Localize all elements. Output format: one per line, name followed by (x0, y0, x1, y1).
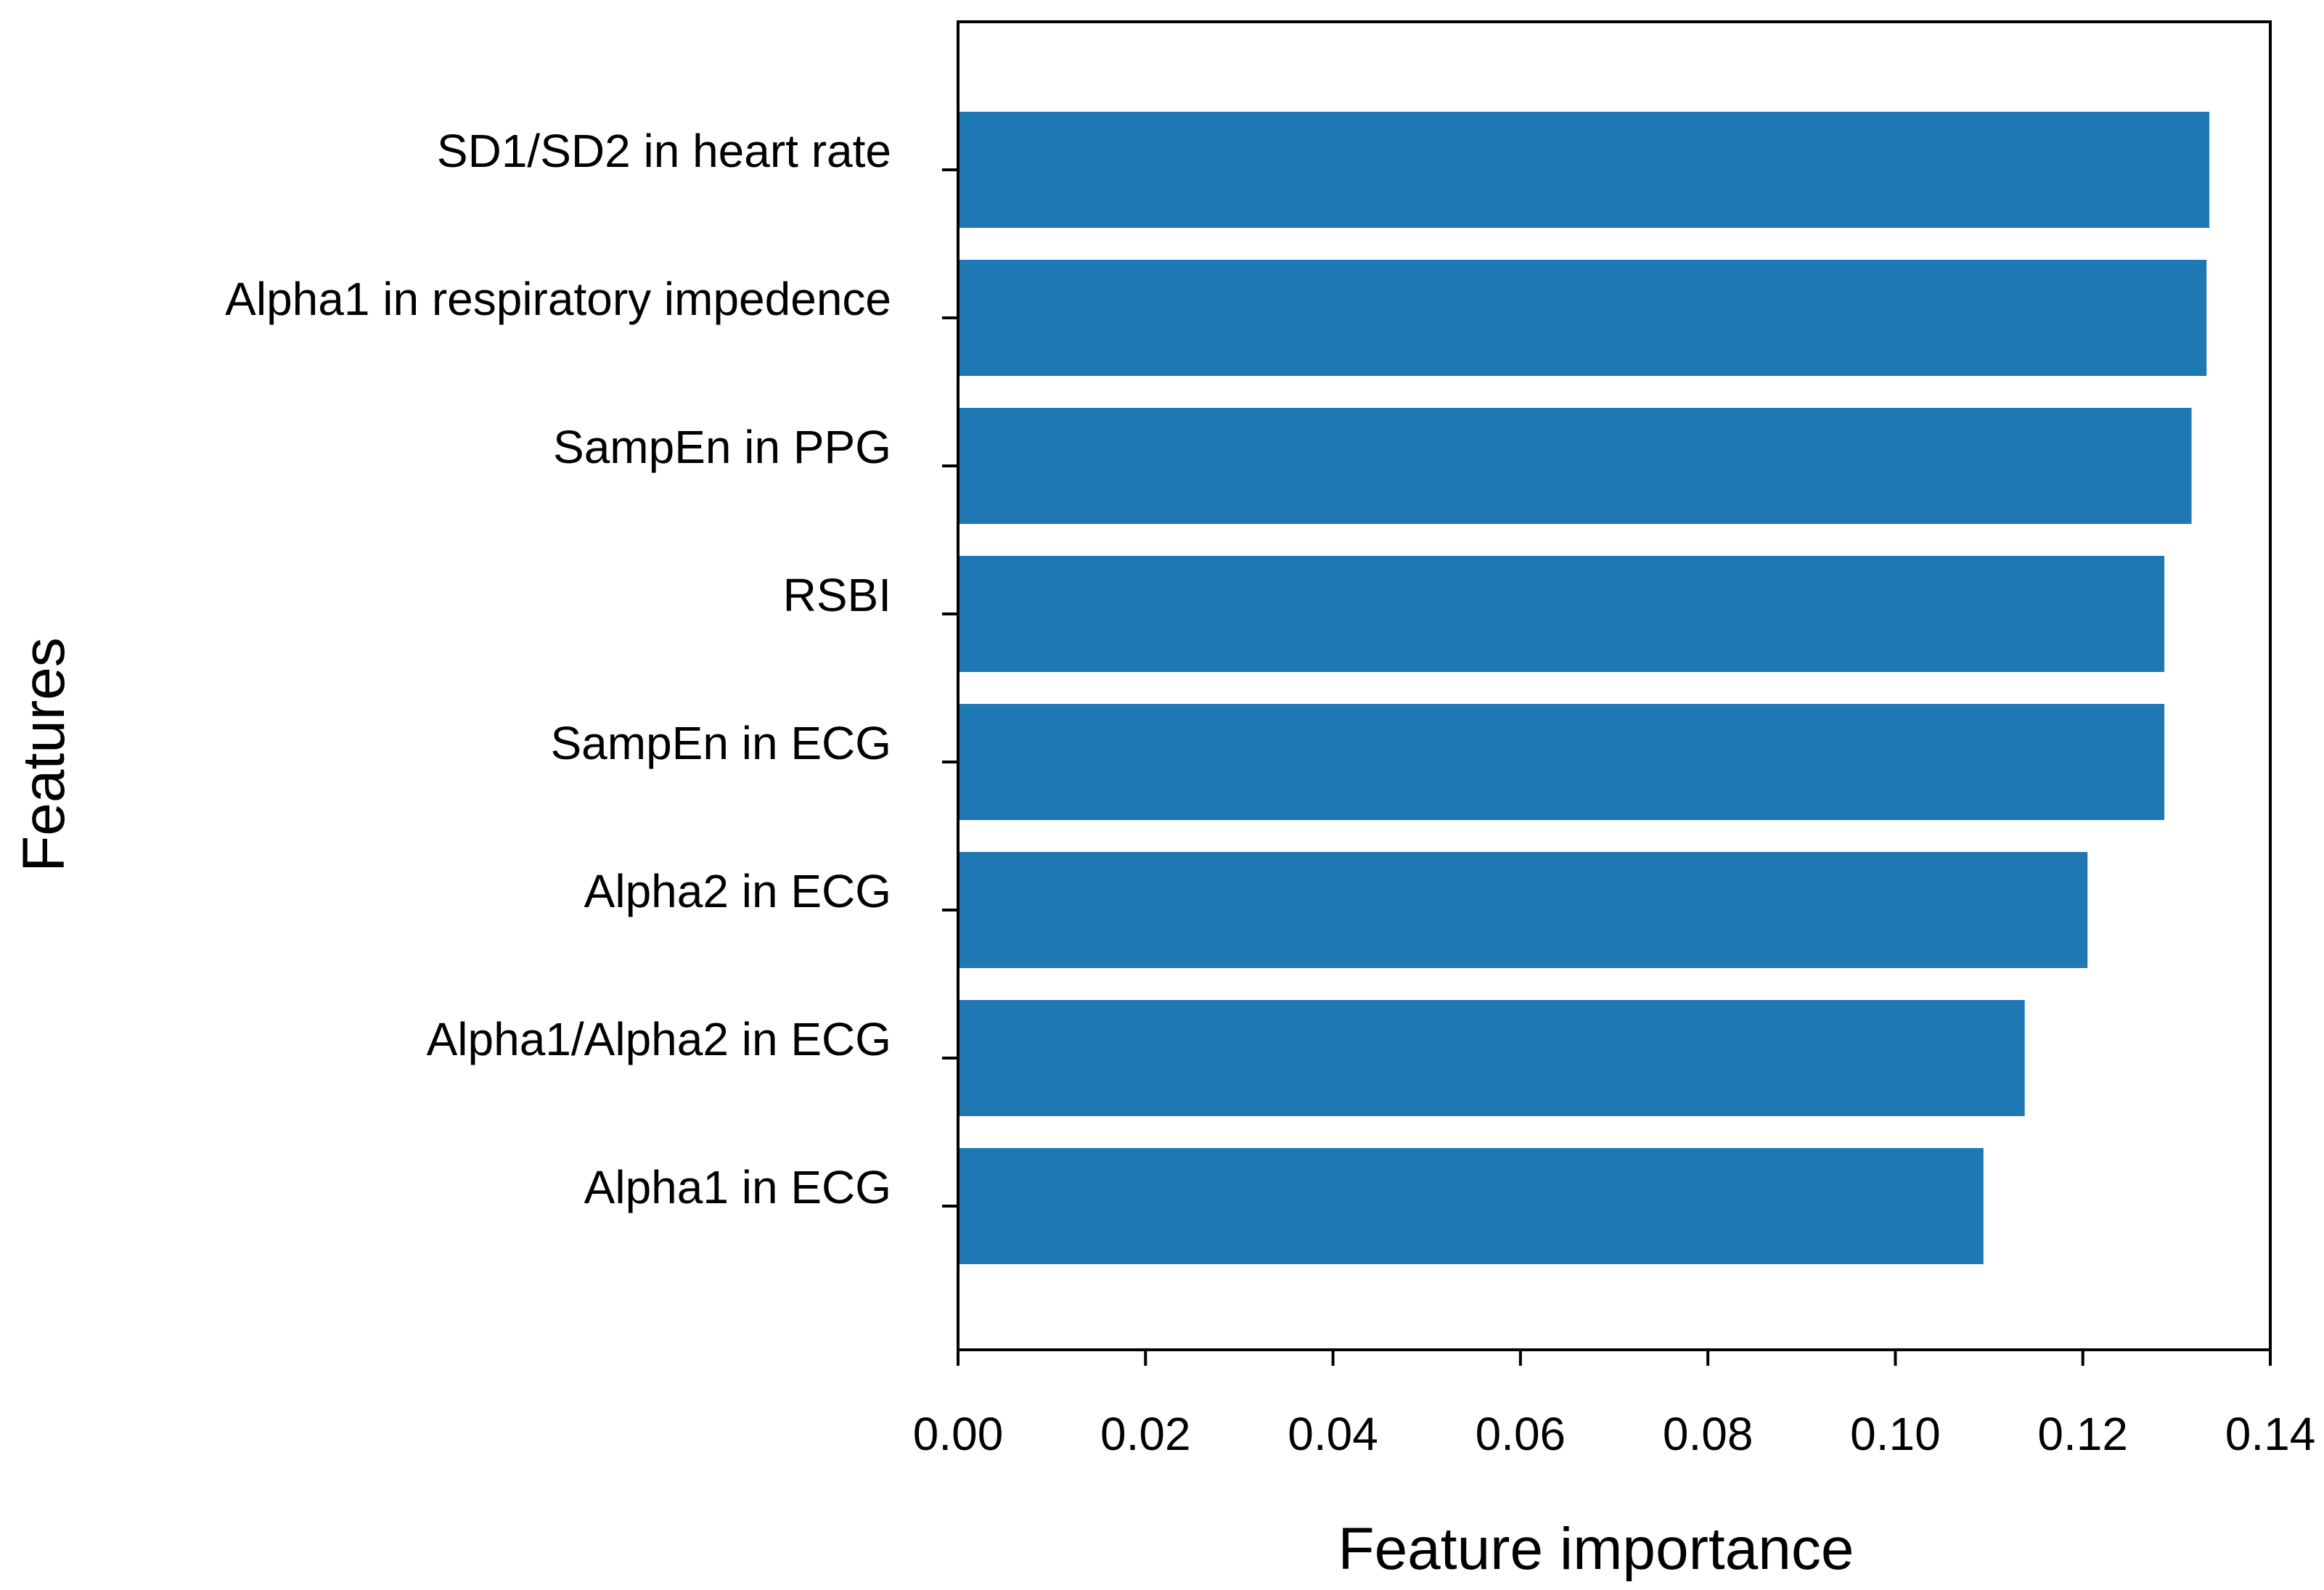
y-tick-label: Alpha1/Alpha2 in ECG (427, 1013, 891, 1065)
bar (958, 556, 2165, 672)
y-tick-label: Alpha2 in ECG (584, 865, 891, 917)
x-tick-label: 0.08 (1663, 1408, 1754, 1460)
x-tick-label: 0.06 (1476, 1408, 1566, 1460)
bar (958, 112, 2210, 228)
y-ticks-group: SD1/SD2 in heart rate Alpha1 in respirato… (225, 125, 958, 1213)
y-tick-label: SampEn in PPG (553, 421, 891, 473)
bar (958, 852, 2088, 968)
y-tick-label: SampEn in ECG (550, 717, 891, 769)
x-axis-label: Feature importance (1338, 1516, 1854, 1582)
x-tick-label: 0.14 (2225, 1408, 2316, 1460)
bars-group (958, 112, 2210, 1264)
x-tick-label: 0.02 (1100, 1408, 1191, 1460)
y-tick-label: RSBI (783, 569, 891, 621)
y-tick-label: Alpha1 in respiratory impedence (225, 273, 891, 325)
y-tick-label: Alpha1 in ECG (584, 1161, 891, 1213)
bar (958, 1000, 2025, 1116)
x-tick-label: 0.00 (913, 1408, 1004, 1460)
plot-frame (957, 20, 2272, 1351)
bar (958, 1148, 1984, 1264)
bar (958, 704, 2165, 820)
bar (958, 260, 2207, 376)
x-tick-label: 0.10 (1850, 1408, 1941, 1460)
y-axis-label: Features (11, 637, 77, 872)
x-tick-label: 0.12 (2037, 1408, 2128, 1460)
bar (958, 408, 2192, 524)
y-tick-label: SD1/SD2 in heart rate (437, 125, 891, 177)
x-tick-label: 0.04 (1288, 1408, 1378, 1460)
x-ticks-group: 0.00 0.02 0.04 0.06 0.08 0.10 0.12 0.14 (913, 1350, 2316, 1460)
